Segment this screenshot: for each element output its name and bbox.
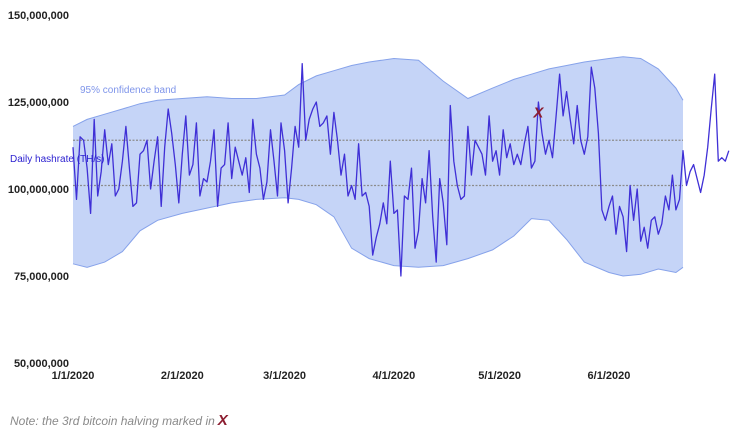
y-tick-label: 150,000,000 <box>8 10 69 22</box>
halving-marker: X <box>532 104 544 121</box>
hashrate-chart: 150,000,000 125,000,000 100,000,000 75,000,… <box>8 10 730 382</box>
x-tick-label: 1/1/2020 <box>52 370 95 382</box>
y-tick-label: 125,000,000 <box>8 97 69 109</box>
x-tick-label: 3/1/2020 <box>263 370 306 382</box>
y-tick-label: 50,000,000 <box>14 358 69 370</box>
series-line-1 <box>72 63 730 277</box>
x-tick-label: 5/1/2020 <box>478 370 521 382</box>
halving-marker-legend: X <box>217 412 228 429</box>
x-tick-label: 6/1/2020 <box>588 370 631 382</box>
y-tick-label: 100,000,000 <box>8 184 69 196</box>
x-tick-label: 4/1/2020 <box>372 370 415 382</box>
band-upper-edge <box>72 56 684 127</box>
y-tick-label: 75,000,000 <box>14 271 69 283</box>
footnote-text: Note: the 3rd bitcoin halving marked in <box>10 414 215 428</box>
confidence-band <box>73 56 683 276</box>
band-annotation: 95% confidence band <box>80 85 176 96</box>
x-tick-label: 2/1/2020 <box>161 370 204 382</box>
footnote: Note: the 3rd bitcoin halving marked in X <box>10 412 228 429</box>
series-annotation: Daily hashrate (TH/s) <box>10 154 104 165</box>
band-lower-edge <box>72 197 684 277</box>
